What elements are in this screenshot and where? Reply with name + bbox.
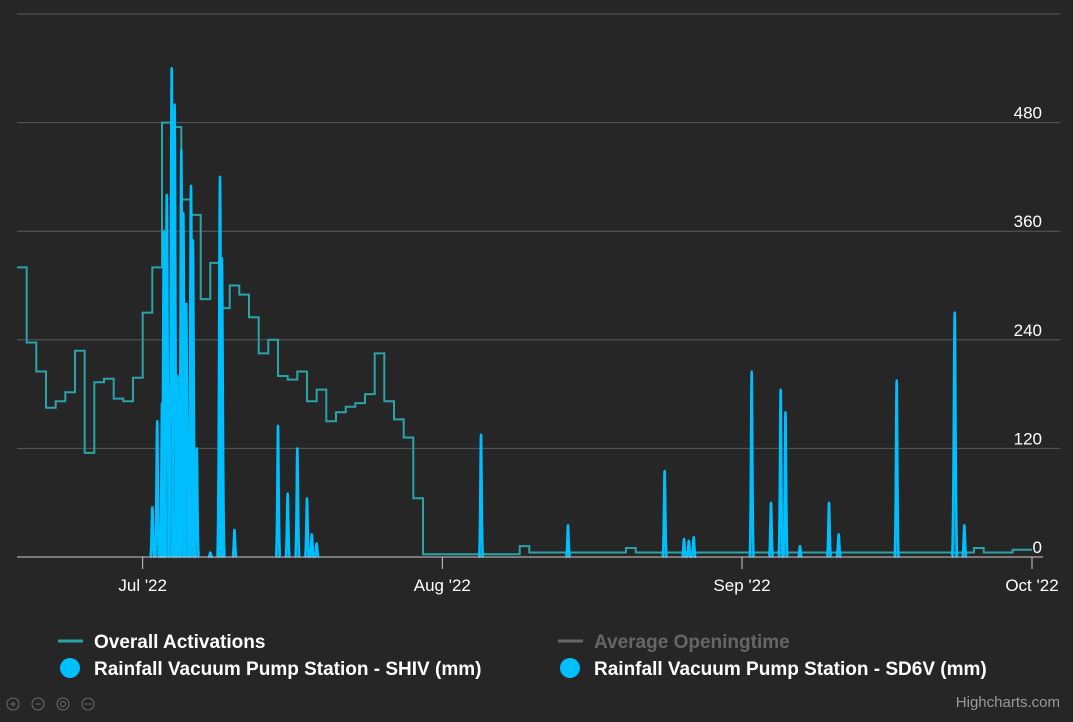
legend-label: Rainfall Vacuum Pump Station - SD6V (mm) [594, 659, 987, 680]
x-tick-label: Sep '22 [713, 576, 770, 595]
x-tick-label: Aug '22 [414, 576, 471, 595]
legend-label: Rainfall Vacuum Pump Station - SHIV (mm) [94, 659, 481, 680]
legend-item-3[interactable]: Rainfall Vacuum Pump Station - SD6V (mm) [560, 658, 987, 680]
more-glyph-dot [90, 703, 92, 705]
more-glyph-dot [87, 703, 89, 705]
legend-item-2[interactable]: Rainfall Vacuum Pump Station - SHIV (mm) [60, 658, 481, 680]
y-tick-label: 480 [1014, 104, 1042, 123]
legend-symbol-circle [60, 658, 80, 678]
x-tick-label: Jul '22 [118, 576, 167, 595]
legend-label: Average Openingtime [594, 632, 790, 653]
legend-symbol-circle [560, 658, 580, 678]
credits-label[interactable]: Highcharts.com [956, 694, 1060, 711]
y-tick-label: 0 [1033, 538, 1042, 557]
y-tick-label: 360 [1014, 212, 1042, 231]
y-tick-label: 120 [1014, 429, 1042, 448]
y-tick-label: 240 [1014, 321, 1042, 340]
x-tick-label: Oct '22 [1005, 576, 1058, 595]
more-glyph-dot [85, 703, 87, 705]
legend-label: Overall Activations [94, 632, 265, 653]
